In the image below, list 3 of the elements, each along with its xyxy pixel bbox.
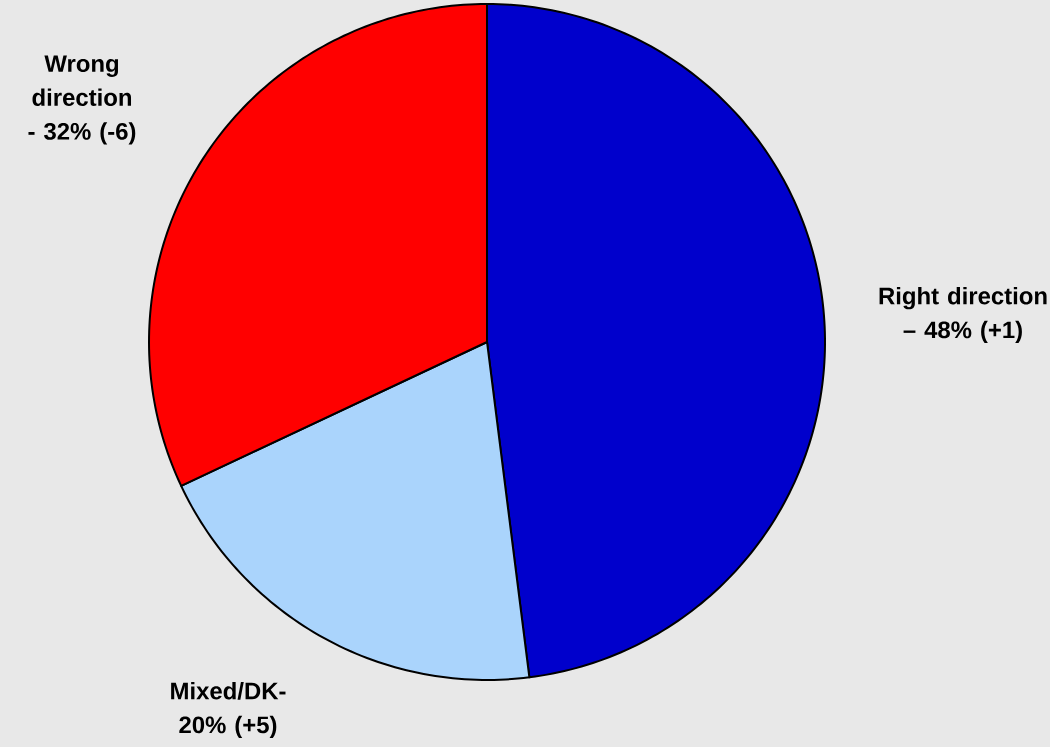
slice-label: Right direction – 48% (+1): [879, 286, 1047, 344]
slice-label: Wrong direction - 32% (-6): [28, 55, 136, 145]
slice-label: Mixed/DK- 20% (+5): [171, 681, 286, 739]
